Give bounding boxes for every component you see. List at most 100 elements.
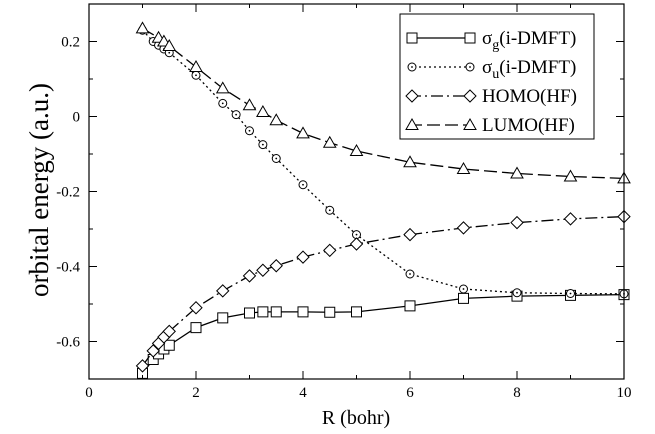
x-axis-title: R (bohr) [322, 407, 390, 429]
data-point-1-circle [298, 180, 308, 190]
data-point-2-diamond [563, 212, 578, 226]
data-point-1-circle [405, 269, 415, 279]
data-point-2-diamond [216, 284, 230, 298]
data-point-0-square [404, 300, 416, 312]
data-point-0-square [324, 306, 336, 318]
y-tick-label: 0.2 [61, 35, 80, 51]
data-point-2-diamond [256, 263, 270, 277]
data-point-2-diamond [269, 259, 283, 273]
legend-label-2: HOMO(HF) [482, 86, 577, 107]
x-tick-label: 6 [406, 385, 414, 401]
data-point-1-circle [258, 140, 268, 150]
legend-marker-circle-dot [411, 66, 413, 68]
legend-label-main: LUMO(HF) [482, 115, 575, 136]
legend-marker-diamond [405, 89, 419, 103]
data-point-1-circle-dot [275, 157, 278, 160]
legend-label-0: σg(i-DMFT) [482, 28, 576, 53]
data-point-1-circle-dot [569, 292, 572, 295]
data-point-2-diamond [296, 250, 310, 264]
legend-box [399, 13, 595, 140]
y-tick-label: -0.2 [56, 185, 80, 201]
legend-marker-circle-dot [469, 66, 471, 68]
data-point-3-triangle [456, 161, 471, 174]
data-point-2-diamond [189, 301, 203, 315]
legend-label-rest: (i-DMFT) [499, 28, 576, 49]
data-point-0-square [217, 312, 229, 324]
data-point-2-diamond [349, 237, 364, 251]
data-point-3-triangle [189, 59, 203, 72]
legend-label-sub: g [492, 38, 499, 53]
data-point-2-diamond [162, 324, 176, 339]
x-tick-label: 0 [85, 385, 93, 401]
data-point-3-triangle [403, 155, 417, 168]
x-tick-label: 10 [617, 385, 632, 401]
plot-marks [135, 21, 631, 379]
data-point-3-triangle [242, 98, 257, 111]
data-point-3-triangle [162, 38, 177, 51]
data-point-2-diamond [135, 359, 150, 373]
legend-marker-square [464, 32, 476, 44]
data-point-1-circle [191, 70, 201, 80]
y-tick-label: -0.4 [56, 260, 80, 276]
data-point-2-diamond [456, 221, 471, 235]
data-point-3-triangle [563, 169, 578, 182]
legend-marker-circle [465, 62, 475, 72]
data-point-1-circle-dot [261, 143, 264, 146]
data-point-0-square [163, 339, 175, 351]
data-point-3-triangle [269, 113, 284, 126]
data-point-0-square [297, 306, 309, 318]
data-point-1-circle-dot [409, 273, 411, 275]
data-point-1-circle [512, 288, 522, 298]
data-point-3-triangle [215, 81, 230, 94]
legend-label-main: HOMO(HF) [482, 86, 577, 107]
legend-label-1: σu(i-DMFT) [482, 57, 576, 82]
data-point-1-circle [566, 289, 575, 298]
data-point-1-circle [271, 154, 281, 163]
data-point-0-square [257, 306, 269, 318]
data-point-0-square [351, 306, 362, 318]
y-tick-label: 0 [73, 110, 81, 126]
data-point-2-diamond [146, 344, 160, 358]
series-line-0 [141, 293, 625, 374]
data-point-1-circle [231, 110, 241, 120]
data-point-1-circle-dot [302, 183, 304, 186]
data-point-3-triangle [256, 104, 270, 117]
data-point-1-circle [218, 98, 228, 108]
data-point-3-triangle [296, 126, 310, 139]
data-point-2-diamond [403, 227, 417, 242]
x-tick-label: 4 [299, 385, 307, 401]
data-point-1-circle-dot [195, 74, 197, 77]
legend-marker-triangle [463, 117, 477, 130]
data-point-1-circle-dot [221, 102, 224, 105]
data-point-2-diamond [242, 269, 257, 283]
legend-label-rest: (i-DMFT) [499, 57, 576, 78]
x-tick-label: 2 [192, 385, 200, 401]
legend-label-sub: u [492, 67, 499, 82]
legend-marker-circle [407, 62, 417, 72]
data-point-1-circle-dot [462, 288, 465, 290]
legend-marker-triangle [405, 117, 419, 130]
series-line-2 [141, 215, 625, 367]
data-point-1-circle-dot [168, 51, 171, 54]
data-point-0-square [458, 292, 469, 304]
legend: σg(i-DMFT)σu(i-DMFT)HOMO(HF)LUMO(HF) [399, 13, 595, 140]
legend-label-main: σ [482, 57, 492, 78]
data-point-0-square [190, 322, 202, 334]
data-point-3-triangle [510, 166, 524, 179]
data-point-1-circle-dot [355, 233, 358, 236]
x-tick-label: 8 [513, 385, 521, 401]
data-point-3-triangle [322, 135, 337, 148]
data-point-0-square [270, 306, 282, 318]
data-point-1-circle [459, 284, 468, 294]
data-point-1-circle-dot [328, 209, 331, 212]
data-point-2-diamond [323, 243, 337, 258]
data-point-2-diamond [510, 215, 524, 230]
legend-label-main: σ [482, 28, 492, 49]
data-point-1-circle-dot [516, 291, 518, 294]
data-point-3-triangle [135, 21, 150, 34]
data-point-3-triangle [349, 143, 364, 156]
y-tick-label: -0.6 [56, 335, 80, 351]
data-point-0-square [244, 307, 255, 319]
legend-marker-square [406, 32, 418, 44]
